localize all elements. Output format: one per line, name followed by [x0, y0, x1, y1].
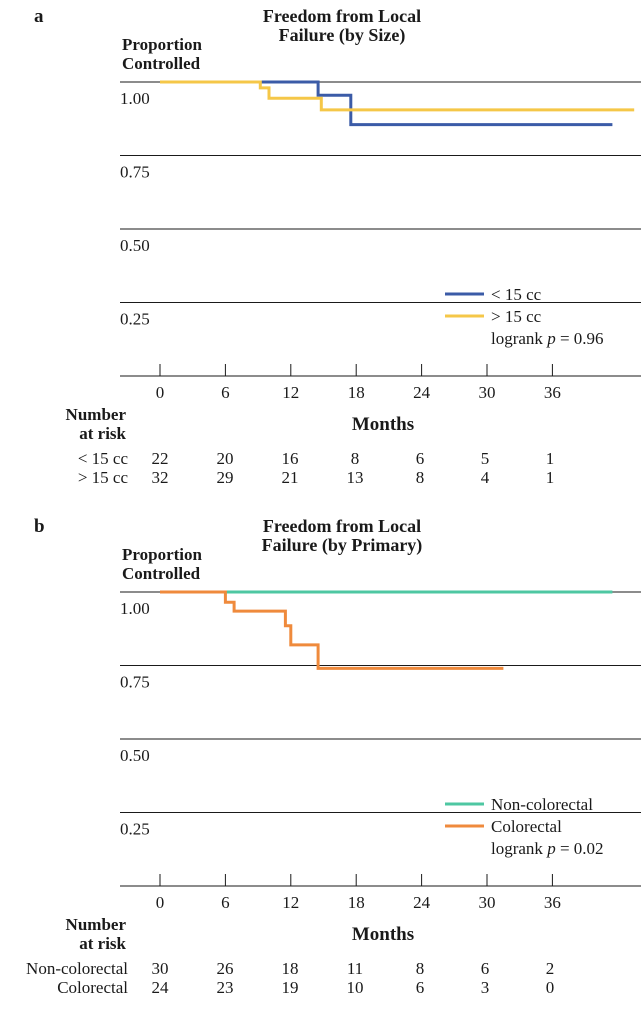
chart-title-line: Freedom from Local: [263, 6, 421, 26]
y-tick-label: 0.25: [120, 820, 150, 839]
x-tick-label: 24: [413, 893, 431, 912]
risk-value: 5: [481, 449, 490, 468]
risk-value: 6: [481, 959, 490, 978]
series-line-2: [160, 590, 504, 670]
risk-value: 1: [546, 468, 555, 487]
chart-title-line: Failure (by Size): [279, 25, 406, 46]
logrank-annotation: logrank p = 0.02: [491, 839, 604, 858]
y-axis-label-line: Controlled: [122, 54, 201, 73]
risk-value: 11: [347, 959, 363, 978]
risk-header-line: Number: [66, 915, 127, 934]
risk-value: 0: [546, 978, 555, 997]
chart-title-line: Failure (by Primary): [262, 535, 423, 556]
risk-value: 32: [152, 468, 169, 487]
risk-value: 6: [416, 978, 425, 997]
risk-row-label: Non-colorectal: [26, 959, 128, 978]
x-axis-label: Months: [352, 924, 414, 945]
logrank-prefix: logrank: [491, 329, 547, 348]
risk-value: 8: [416, 468, 425, 487]
risk-value: 18: [282, 959, 299, 978]
legend-label: < 15 cc: [491, 285, 542, 304]
panel-a: a Freedom from Local Failure (by Size) Prop…: [0, 0, 641, 510]
y-tick-label: 0.25: [120, 310, 150, 329]
risk-value: 16: [282, 449, 299, 468]
x-tick-label: 36: [544, 893, 561, 912]
risk-value: 3: [481, 978, 490, 997]
x-tick-label: 18: [348, 893, 365, 912]
risk-header-line: Number: [66, 405, 127, 424]
panel-b: b Freedom from Local Failure (by Primary) P…: [0, 510, 641, 1020]
legend-label: > 15 cc: [491, 307, 542, 326]
x-tick-label: 24: [413, 383, 431, 402]
logrank-p: p: [546, 839, 556, 858]
risk-row-label: < 15 cc: [78, 449, 129, 468]
x-tick-label: 36: [544, 383, 561, 402]
risk-header-line: at risk: [79, 934, 126, 953]
risk-value: 8: [351, 449, 360, 468]
x-tick-label: 12: [282, 383, 299, 402]
legend-label: Colorectal: [491, 817, 562, 836]
risk-value: 4: [481, 468, 490, 487]
risk-value: 6: [416, 449, 425, 468]
risk-value: 8: [416, 959, 425, 978]
x-tick-label: 0: [156, 383, 165, 402]
y-tick-label: 0.50: [120, 236, 150, 255]
series-line-1: [160, 80, 613, 127]
x-tick-label: 18: [348, 383, 365, 402]
logrank-value: = 0.96: [556, 329, 604, 348]
risk-value: 24: [152, 978, 170, 997]
risk-value: 23: [217, 978, 234, 997]
y-axis-label-line: Proportion: [122, 545, 203, 564]
x-tick-label: 12: [282, 893, 299, 912]
risk-value: 13: [347, 468, 364, 487]
logrank-annotation: logrank p = 0.96: [491, 329, 604, 348]
y-tick-label: 0.75: [120, 163, 150, 182]
logrank-prefix: logrank: [491, 839, 547, 858]
x-tick-label: 30: [479, 383, 496, 402]
risk-value: 29: [217, 468, 234, 487]
y-axis-label-line: Proportion: [122, 35, 203, 54]
y-tick-label: 1.00: [120, 89, 150, 108]
chart-title-line: Freedom from Local: [263, 516, 421, 536]
risk-row-label: > 15 cc: [78, 468, 129, 487]
risk-value: 30: [152, 959, 169, 978]
risk-value: 2: [546, 959, 555, 978]
logrank-p: p: [546, 329, 556, 348]
risk-value: 1: [546, 449, 555, 468]
x-tick-label: 0: [156, 893, 165, 912]
risk-value: 19: [282, 978, 299, 997]
x-axis-label: Months: [352, 414, 414, 435]
risk-row-label: Colorectal: [57, 978, 128, 997]
y-tick-label: 0.50: [120, 746, 150, 765]
x-tick-label: 30: [479, 893, 496, 912]
y-tick-label: 0.75: [120, 673, 150, 692]
x-tick-label: 6: [221, 893, 230, 912]
legend-label: Non-colorectal: [491, 795, 593, 814]
risk-value: 22: [152, 449, 169, 468]
panel-letter: a: [34, 6, 44, 27]
panel-letter: b: [34, 516, 45, 537]
x-tick-label: 6: [221, 383, 230, 402]
risk-value: 10: [347, 978, 364, 997]
risk-header-line: at risk: [79, 424, 126, 443]
logrank-value: = 0.02: [556, 839, 604, 858]
risk-value: 20: [217, 449, 234, 468]
series-line-2: [160, 80, 635, 112]
risk-value: 26: [217, 959, 234, 978]
y-axis-label-line: Controlled: [122, 564, 201, 583]
risk-value: 21: [282, 468, 299, 487]
y-tick-label: 1.00: [120, 599, 150, 618]
